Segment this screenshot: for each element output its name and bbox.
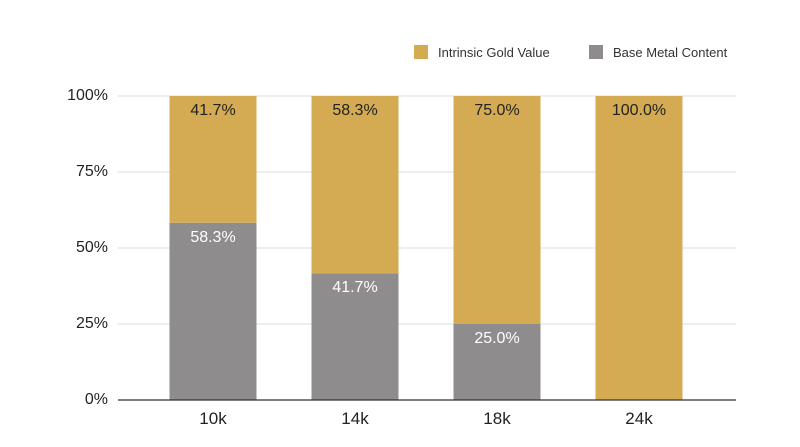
legend-item-base-metal-label: Base Metal Content <box>613 45 728 60</box>
bar-segment <box>169 222 257 400</box>
data-labels: 58.3% 41.7% 41.7% 58.3% 25.0% 75.0% 100.0% <box>190 102 666 347</box>
x-tick-label: 14k <box>341 409 369 428</box>
bar-segment <box>311 96 399 274</box>
legend-item-base-metal-swatch <box>589 45 603 59</box>
x-tick-label: 10k <box>199 409 227 428</box>
bar-segment <box>595 96 683 400</box>
y-tick-label: 100% <box>67 87 108 104</box>
data-label: 58.3% <box>190 229 235 246</box>
bar-segment <box>453 96 541 324</box>
x-tick-label: 18k <box>483 409 511 428</box>
bars <box>169 96 683 400</box>
data-label: 58.3% <box>332 102 377 119</box>
y-axis-ticks: 0% 25% 50% 75% 100% <box>67 87 108 408</box>
y-tick-label: 75% <box>76 163 108 180</box>
data-label: 41.7% <box>190 102 235 119</box>
y-tick-label: 50% <box>76 239 108 256</box>
data-label: 25.0% <box>474 330 519 347</box>
legend-item-gold-swatch <box>414 45 428 59</box>
x-tick-label: 24k <box>625 409 653 428</box>
y-tick-label: 25% <box>76 315 108 332</box>
bar-segment <box>169 96 257 223</box>
bar-segment <box>311 273 399 400</box>
data-label: 100.0% <box>612 102 666 119</box>
bar-segment <box>453 324 541 400</box>
legend-item-gold-label: Intrinsic Gold Value <box>438 45 550 60</box>
data-label: 75.0% <box>474 102 519 119</box>
legend: Intrinsic Gold Value Base Metal Content <box>414 45 728 60</box>
data-label: 41.7% <box>332 279 377 296</box>
x-axis-ticks: 10k 14k 18k 24k <box>199 409 653 428</box>
y-tick-label: 0% <box>85 391 108 408</box>
